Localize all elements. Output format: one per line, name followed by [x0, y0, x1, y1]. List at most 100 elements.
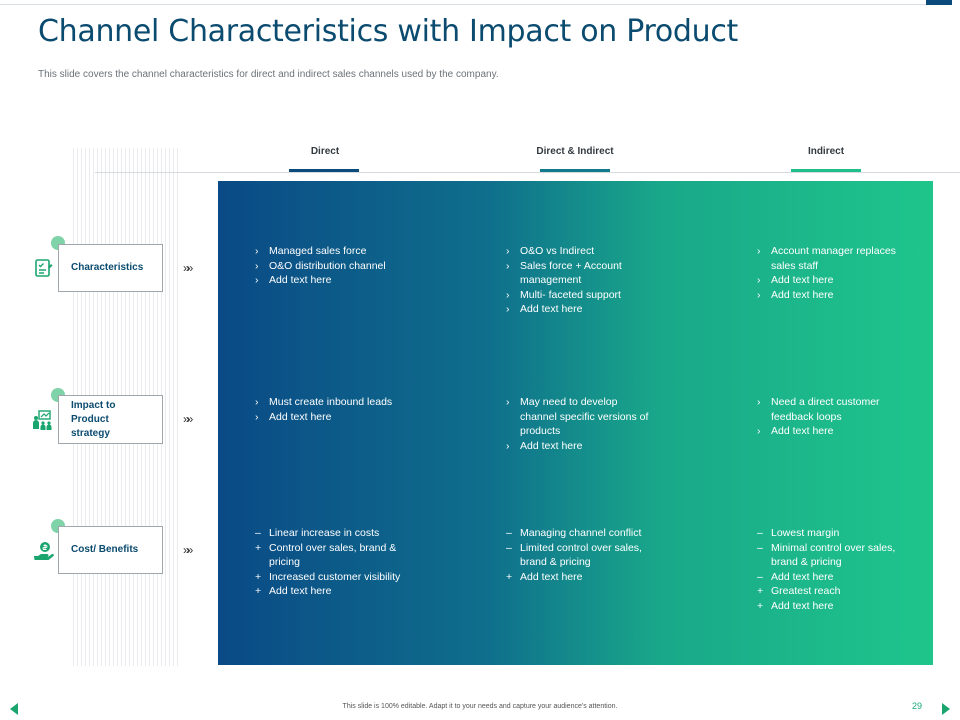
bullet-marker: +: [255, 541, 262, 554]
bullet-text: Add text here: [269, 410, 332, 423]
cell-characteristics-indirect: › Account manager replaces sales staff › Ad…: [757, 244, 907, 302]
cell-cost-indirect: – Lowest margin – Minimal control over sale…: [757, 526, 907, 613]
bullet-item: › Add text here: [255, 273, 405, 288]
bullet-item: + Greatest reach: [757, 584, 907, 599]
checklist-icon: [35, 259, 53, 277]
row-label-line: strategy: [71, 427, 110, 439]
bullet-list: › May need to develop channel specific ve…: [506, 395, 656, 453]
bullet-item: + Add text here: [757, 599, 907, 614]
bullet-list: – Linear increase in costs + Control over s…: [255, 526, 405, 599]
column-underline-direct: [289, 169, 359, 172]
bullet-item: › Account manager replaces sales staff: [757, 244, 907, 273]
row-label-line: Product: [71, 413, 109, 425]
bullet-text: Need a direct customer feedback loops: [771, 396, 880, 423]
bullet-marker: –: [506, 541, 512, 554]
bullet-text: Add text here: [269, 585, 332, 597]
bullet-marker: ›: [255, 410, 259, 423]
bullet-item: › Add text here: [506, 302, 656, 317]
bullet-marker: –: [757, 541, 763, 554]
bullet-marker: ›: [506, 245, 510, 257]
bullet-text: Minimal control over sales, brand & pric…: [771, 541, 896, 569]
cell-impact-direct-indirect: › May need to develop channel specific ve…: [506, 395, 656, 453]
bullet-item: – Linear increase in costs: [255, 526, 405, 541]
bullet-item: › Must create inbound leads: [255, 395, 405, 410]
bullet-marker: –: [255, 527, 261, 539]
bullet-list: › Account manager replaces sales staff › Ad…: [757, 244, 907, 302]
bullet-item: › Add text here: [757, 288, 907, 303]
bullet-marker: ›: [757, 288, 761, 301]
cell-cost-direct: – Linear increase in costs + Control over s…: [255, 526, 405, 599]
bullet-item: + Increased customer visibility: [255, 570, 405, 585]
bullet-item: › Sales force + Account management: [506, 259, 656, 288]
cell-cost-direct-indirect: – Managing channel conflict – Limited contr…: [506, 526, 656, 584]
bullet-item: › Managed sales force: [255, 244, 405, 259]
bullet-text: Managed sales force: [269, 245, 367, 257]
row-label-text: Cost/ Benefits: [71, 544, 139, 555]
bullet-marker: ›: [255, 245, 259, 257]
slide-title: Channel Characteristics with Impact on P…: [38, 14, 739, 49]
bullet-marker: ›: [757, 245, 761, 257]
bullet-item: › O&O distribution channel: [255, 259, 405, 274]
bullet-item: + Control over sales, brand & pricing: [255, 541, 405, 570]
previous-slide-arrow-icon[interactable]: [10, 703, 18, 715]
bullet-text: Add text here: [771, 570, 834, 583]
team-chart-icon: [33, 410, 52, 430]
bullet-text: Managing channel conflict: [520, 527, 642, 539]
bullet-marker: ›: [506, 259, 510, 272]
bullet-marker: ›: [757, 425, 761, 437]
cell-impact-indirect: › Need a direct customer feedback loops › A…: [757, 395, 907, 439]
bullet-list: › Need a direct customer feedback loops › A…: [757, 395, 907, 439]
bullet-item: – Minimal control over sales, brand & pri…: [757, 541, 907, 570]
bullet-marker: ›: [757, 274, 761, 286]
bullet-item: + Add text here: [255, 584, 405, 599]
bullet-text: Add text here: [771, 288, 834, 301]
column-header-indirect: Indirect: [807, 146, 845, 157]
row-label-impact-to-product-strategy: Impact to Product strategy: [58, 395, 163, 444]
column-underline-direct-indirect: [540, 169, 610, 172]
bullet-item: + Add text here: [506, 570, 656, 585]
bullet-text: Control over sales, brand & pricing: [269, 541, 397, 569]
bullet-item: – Lowest margin: [757, 526, 907, 541]
bullet-item: › Add text here: [757, 424, 907, 439]
hand-money-icon: [34, 542, 54, 560]
bullet-list: – Managing channel conflict – Limited contr…: [506, 526, 656, 584]
bullet-text: May need to develop channel specific ver…: [520, 396, 649, 437]
bullet-list: › Must create inbound leads › Add text here: [255, 395, 405, 424]
bullet-text: Greatest reach: [771, 585, 841, 597]
cell-impact-direct: › Must create inbound leads › Add text here: [255, 395, 405, 424]
bullet-item: – Add text here: [757, 570, 907, 585]
bullet-text: Add text here: [520, 439, 583, 452]
row-arrow: »»: [183, 412, 194, 426]
bullet-marker: –: [757, 570, 763, 583]
bullet-text: Sales force + Account management: [520, 259, 622, 287]
bullet-text: Add text here: [520, 570, 583, 583]
bullet-marker: –: [506, 527, 512, 539]
bullet-text: Add text here: [269, 274, 332, 286]
column-header-direct: Direct: [310, 146, 340, 157]
bullet-text: O&O vs Indirect: [520, 245, 595, 257]
bullet-item: › Add text here: [757, 273, 907, 288]
bullet-text: Add text here: [520, 303, 583, 315]
bullet-item: – Managing channel conflict: [506, 526, 656, 541]
bullet-text: Lowest margin: [771, 527, 840, 539]
bullet-text: Increased customer visibility: [269, 570, 401, 583]
bullet-list: › O&O vs Indirect › Sales force + Account m…: [506, 244, 656, 317]
bullet-list: – Lowest margin – Minimal control over sale…: [757, 526, 907, 613]
row-label-line: Impact to: [71, 399, 116, 411]
bullet-marker: ›: [506, 303, 510, 315]
bullet-marker: ›: [506, 288, 510, 301]
next-slide-arrow-icon[interactable]: [942, 703, 950, 715]
top-rule: [0, 4, 952, 5]
bullet-text: Linear increase in costs: [269, 527, 380, 539]
bullet-item: › Add text here: [506, 439, 656, 454]
bullet-text: Must create inbound leads: [269, 396, 393, 408]
bullet-marker: +: [757, 585, 764, 597]
cell-characteristics-direct-indirect: › O&O vs Indirect › Sales force + Account m…: [506, 244, 656, 317]
bullet-marker: ›: [506, 396, 510, 408]
bullet-marker: ›: [757, 396, 761, 408]
bullet-list: › Managed sales force › O&O distribution ch…: [255, 244, 405, 288]
bullet-item: › Need a direct customer feedback loops: [757, 395, 907, 424]
cell-characteristics-direct: › Managed sales force › O&O distribution ch…: [255, 244, 405, 288]
row-label-text-block: Impact to Product strategy: [71, 399, 115, 441]
row-label-text: Characteristics: [71, 262, 144, 273]
